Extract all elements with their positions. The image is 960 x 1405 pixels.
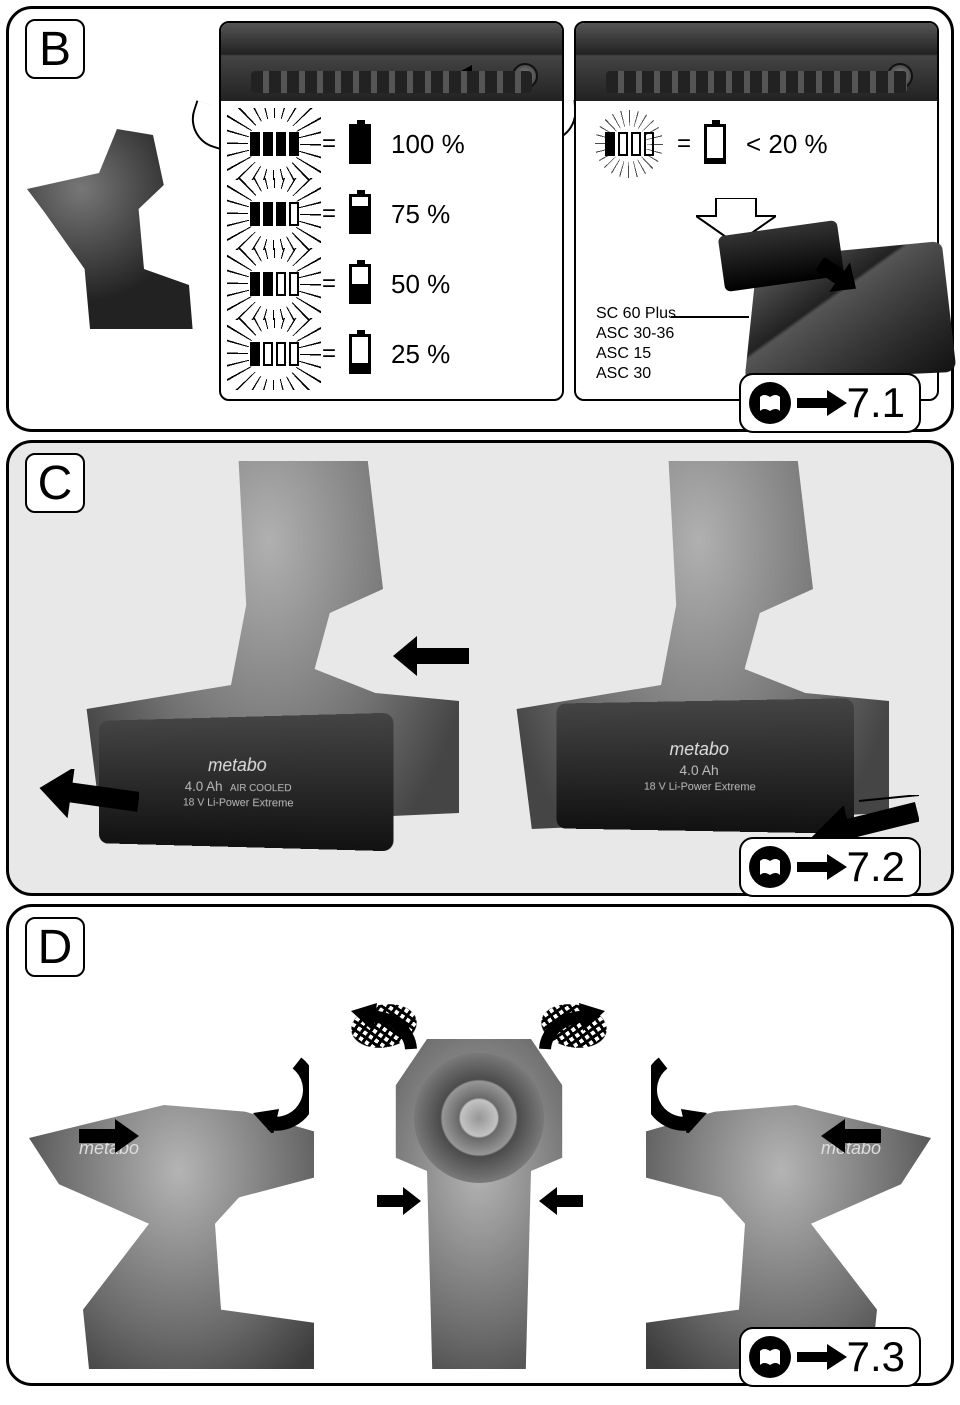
indicator-button (512, 63, 538, 89)
manual-icon (749, 382, 791, 424)
level-50-label: 50 % (391, 269, 450, 300)
level-25-label: 25 % (391, 339, 450, 370)
level-row-25: = 25 % (239, 325, 544, 383)
panel-b-ref-text: 7.1 (847, 379, 905, 427)
panel-c: C metabo 4.0 Ah AIR COOLED 18 V Li-Power… (6, 440, 954, 896)
battery-level-box: = 100 % = 75 % = 50 % = 25 % (219, 21, 564, 401)
push-arrow-right-icon (821, 1119, 881, 1153)
push-arrow-left-icon (79, 1119, 139, 1153)
panel-c-label: C (25, 453, 85, 513)
panel-d: D metabo metabo 7.3 (6, 904, 954, 1386)
low-battery-row: = < 20 % (594, 115, 919, 173)
panel-d-ref-text: 7.3 (847, 1333, 905, 1381)
low-battery-box: = < 20 % SC 60 Plus ASC 30-36 ASC 15 ASC… (574, 21, 939, 401)
low-battery-label: < 20 % (746, 129, 828, 160)
battery-level-rows: = 100 % = 75 % = 50 % = 25 % (221, 101, 562, 393)
level-100-label: 100 % (391, 129, 465, 160)
panel-d-reference: 7.3 (739, 1327, 921, 1387)
battery-pack-detached: metabo 4.0 Ah AIR COOLED 18 V Li-Power E… (99, 713, 394, 852)
push-in-left-icon (377, 1187, 421, 1215)
panel-c-ref-text: 7.2 (847, 843, 905, 891)
arrow-right-icon (797, 854, 847, 880)
battery-indicator-closeup-right (576, 23, 937, 101)
drill-remove-battery: metabo 4.0 Ah AIR COOLED 18 V Li-Power E… (79, 461, 459, 861)
level-row-50: = 50 % (239, 255, 544, 313)
level-row-100: = 100 % (239, 115, 544, 173)
curved-arrow-cw-icon (537, 1003, 605, 1057)
panel-c-reference: 7.2 (739, 837, 921, 897)
slide-out-arrow-icon (39, 769, 139, 821)
drill-thumbnail (27, 129, 207, 329)
chuck-front (414, 1053, 544, 1183)
panel-b: B = 100 % = 75 % = (6, 6, 954, 432)
push-in-right-icon (539, 1187, 583, 1215)
panel-b-reference: 7.1 (739, 373, 921, 433)
release-arrow-icon (393, 636, 469, 676)
charger-diagram: SC 60 Plus ASC 30-36 ASC 15 ASC 30 (616, 198, 919, 388)
panel-b-label: B (25, 19, 85, 79)
manual-icon (749, 846, 791, 888)
rotate-ccw-arrow-icon (651, 1053, 721, 1133)
charger-2: ASC 30-36 (596, 324, 676, 344)
equals-sign: = (319, 130, 339, 158)
manual-icon (749, 1336, 791, 1378)
press-arrow-icon (452, 65, 506, 87)
charger-4: ASC 30 (596, 364, 676, 384)
level-75-label: 75 % (391, 199, 450, 230)
insert-arrow-icon (816, 258, 860, 294)
arrow-right-icon (797, 1344, 847, 1370)
curved-arrow-ccw-icon (351, 1003, 419, 1057)
drill-insert-battery: metabo 4.0 Ah 18 V Li-Power Extreme (509, 461, 889, 861)
charger-3: ASC 15 (596, 344, 676, 364)
rotate-cw-arrow-icon (239, 1053, 309, 1133)
charger-leader-line (671, 316, 749, 318)
battery-indicator-closeup-left (221, 23, 562, 101)
panel-d-label: D (25, 917, 85, 977)
charger-model-list: SC 60 Plus ASC 30-36 ASC 15 ASC 30 (596, 304, 676, 384)
charger-1: SC 60 Plus (596, 304, 676, 324)
indicator-button-right (887, 63, 913, 89)
arrow-right-icon (797, 390, 847, 416)
level-row-75: = 75 % (239, 185, 544, 243)
